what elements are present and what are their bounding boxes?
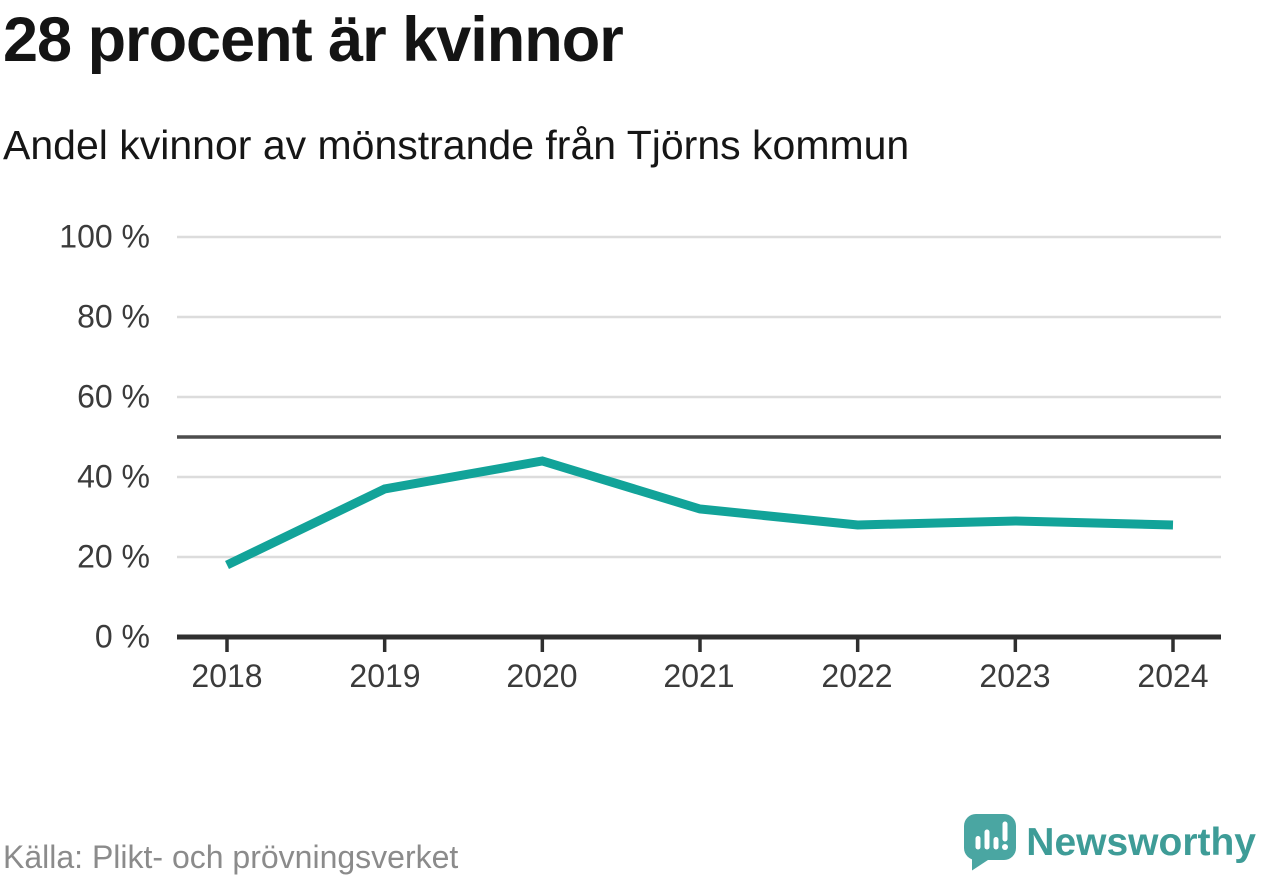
y-axis-label-20: 20 % bbox=[77, 538, 150, 575]
y-axis-label-40: 40 % bbox=[77, 458, 150, 495]
brand-name: Newsworthy bbox=[1026, 820, 1256, 864]
x-axis-label-2024: 2024 bbox=[1137, 658, 1209, 694]
x-axis-label-2019: 2019 bbox=[349, 658, 421, 694]
x-axis-label-2023: 2023 bbox=[979, 658, 1051, 694]
x-axis-label-2021: 2021 bbox=[663, 658, 735, 694]
y-axis-label-80: 80 % bbox=[77, 298, 150, 335]
newsworthy-brand: Newsworthy bbox=[964, 814, 1256, 871]
x-axis-label-2020: 2020 bbox=[506, 658, 578, 694]
newsworthy-logo-icon bbox=[964, 814, 1017, 871]
x-axis-label-2022: 2022 bbox=[821, 658, 893, 694]
y-axis-label-0: 0 % bbox=[94, 618, 150, 655]
y-axis-label-60: 60 % bbox=[77, 378, 150, 415]
chart-subtitle: Andel kvinnor av mönstrande från Tjörns … bbox=[3, 122, 910, 168]
source-note: Källa: Plikt- och prövningsverket bbox=[3, 839, 459, 875]
x-axis-label-2018: 2018 bbox=[191, 658, 263, 694]
y-axis-label-100: 100 % bbox=[59, 218, 150, 255]
chart-title: 28 procent är kvinnor bbox=[3, 5, 624, 75]
data-line-andel-kvinnor bbox=[225, 456, 1174, 570]
